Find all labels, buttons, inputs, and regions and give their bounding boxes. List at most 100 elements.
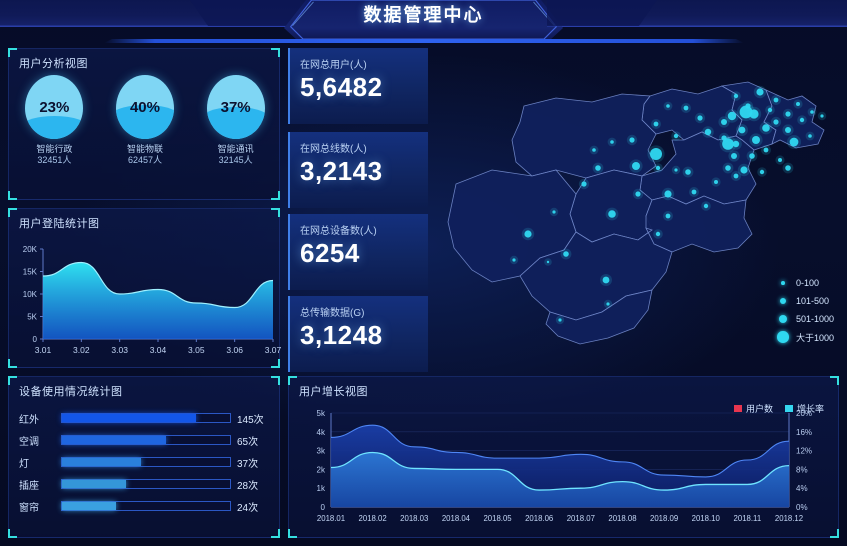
map-point xyxy=(653,121,659,127)
map-point xyxy=(738,126,746,134)
ball-label: 智能物联 xyxy=(126,144,163,154)
kpi-value: 3,1248 xyxy=(300,320,383,350)
growth-x-tick-label: 2018.11 xyxy=(734,514,762,523)
corner-tr xyxy=(271,208,280,217)
device-bar-track xyxy=(61,457,231,467)
device-usage-row: 灯 37次 xyxy=(9,451,281,473)
growth-left-tick-label: 3k xyxy=(317,447,326,456)
device-value: 37次 xyxy=(237,458,259,470)
map-point xyxy=(773,97,779,103)
ball-label: 智能通讯 xyxy=(217,144,254,154)
legend-swatch-users xyxy=(733,405,742,412)
login-x-tick-label: 3.02 xyxy=(73,345,90,355)
map-svg[interactable] xyxy=(436,44,844,374)
device-value: 24次 xyxy=(237,502,259,514)
device-name: 红外 xyxy=(19,414,39,426)
device-bar-track xyxy=(61,413,231,423)
map-point xyxy=(685,169,691,175)
login-y-tick-label: 0 xyxy=(33,335,38,344)
header-right-deco xyxy=(547,0,847,27)
kpi-label: 在网总用户(人) xyxy=(300,60,367,71)
kpi-value: 5,6482 xyxy=(300,72,383,102)
login-x-tick-label: 3.04 xyxy=(150,345,167,355)
growth-series-rate-area xyxy=(331,452,789,507)
map-point xyxy=(739,105,753,119)
header-left-deco xyxy=(0,0,300,27)
page-title: 数据管理中心 xyxy=(363,5,484,25)
device-value: 28次 xyxy=(237,480,259,492)
corner-br xyxy=(271,529,280,538)
legend-dot-0-100 xyxy=(781,281,785,285)
login-area-line xyxy=(42,261,274,309)
growth-right-tick-label: 4% xyxy=(796,484,808,493)
legend-dot-cell xyxy=(770,314,796,324)
map-point xyxy=(773,119,779,125)
legend-dot-101-500 xyxy=(779,297,787,305)
corner-br xyxy=(830,529,839,538)
kpi-label: 在网总线数(人) xyxy=(300,144,367,155)
device-usage-row: 插座 28次 xyxy=(9,473,281,495)
corner-tl xyxy=(8,208,17,217)
legend-item-users[interactable]: 用户数 xyxy=(733,402,773,415)
kpi-label: 在网总设备数(人) xyxy=(300,226,377,237)
legend-label: 0-100 xyxy=(795,278,819,288)
kpi-card-online-devices: 在网总设备数(人) 6254 xyxy=(288,214,428,290)
legend-label-growth-rate: 增长率 xyxy=(796,404,824,414)
dashboard-header: 数据管理中心 xyxy=(0,0,847,43)
corner-tr xyxy=(830,376,839,385)
map-point xyxy=(664,190,672,198)
device-bar-track xyxy=(61,435,231,445)
corner-br xyxy=(271,191,280,200)
map-point xyxy=(752,136,760,144)
device-value: 145次 xyxy=(237,414,264,426)
map-region xyxy=(511,93,657,179)
map-point xyxy=(820,114,824,118)
map-point xyxy=(673,133,679,139)
legend-dot-above-1000 xyxy=(777,331,789,343)
map-point xyxy=(655,165,661,171)
legend-item: 0-100 xyxy=(770,274,834,292)
map-point xyxy=(756,88,764,96)
region-scatter-map[interactable]: 0-100 101-500 501-1000 大于1000 xyxy=(436,44,844,374)
map-point xyxy=(799,117,805,123)
map-point xyxy=(808,134,812,138)
legend-item-growth-rate[interactable]: 增长率 xyxy=(784,402,824,415)
growth-x-tick-label: 2018.12 xyxy=(775,514,803,523)
map-point xyxy=(767,107,773,113)
corner-bl xyxy=(288,529,297,538)
growth-left-tick-label: 1k xyxy=(317,484,326,493)
panel-title-user-analysis: 用户分析视图 xyxy=(19,58,88,70)
login-x-tick-label: 3.05 xyxy=(188,345,205,355)
map-point xyxy=(666,104,670,108)
map-point xyxy=(674,168,678,172)
map-regions xyxy=(447,81,825,345)
device-bar-fill xyxy=(62,436,167,444)
map-point xyxy=(635,191,641,197)
map-point xyxy=(778,158,782,162)
water-ball-group: 23% 智能行政 32451人 40% 智能物联 62457人 37% xyxy=(9,75,281,199)
legend-label-users: 用户数 xyxy=(745,404,773,414)
panel-title-device-usage: 设备使用情况统计图 xyxy=(19,386,123,398)
growth-left-tick-label: 2k xyxy=(317,465,326,474)
legend-label: 大于1000 xyxy=(795,332,834,343)
map-point xyxy=(608,210,616,218)
map-point xyxy=(704,128,712,136)
login-y-tick-label: 20K xyxy=(23,245,38,254)
login-x-tick-label: 3.01 xyxy=(35,345,52,355)
map-point xyxy=(632,162,640,170)
map-point xyxy=(749,153,755,159)
header-center-shape xyxy=(284,0,563,40)
map-point xyxy=(785,111,791,117)
panel-login-stats: 用户登陆统计图 0 5K 10K 15K 20K 3.01 3.02 3.03 3.04 3.05… xyxy=(8,208,281,368)
legend-label: 501-1000 xyxy=(795,314,834,324)
growth-chart-legend[interactable]: 用户数 增长率 xyxy=(733,402,824,415)
growth-right-tick-label: 20% xyxy=(796,409,812,418)
legend-dot-cell xyxy=(770,331,796,343)
map-region xyxy=(763,89,825,149)
device-bar-track xyxy=(61,501,231,511)
map-point xyxy=(558,318,562,322)
device-name: 窗帘 xyxy=(19,502,39,514)
growth-series-rate-line xyxy=(330,451,790,491)
ball-count: 32145人 xyxy=(218,155,253,165)
map-legend: 0-100 101-500 501-1000 大于1000 xyxy=(770,274,834,346)
